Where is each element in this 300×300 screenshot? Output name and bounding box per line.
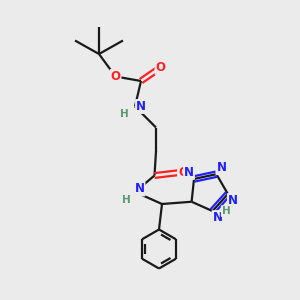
Text: H: H xyxy=(222,206,230,216)
Text: N: N xyxy=(136,100,146,113)
Text: H: H xyxy=(120,109,129,119)
Text: N: N xyxy=(184,166,194,179)
Text: O: O xyxy=(110,70,121,83)
Text: H: H xyxy=(122,194,130,205)
Text: N: N xyxy=(216,161,226,174)
Text: O: O xyxy=(178,166,188,179)
Text: N: N xyxy=(213,211,223,224)
Text: N: N xyxy=(228,194,238,207)
Text: N: N xyxy=(134,182,145,196)
Text: O: O xyxy=(155,61,166,74)
